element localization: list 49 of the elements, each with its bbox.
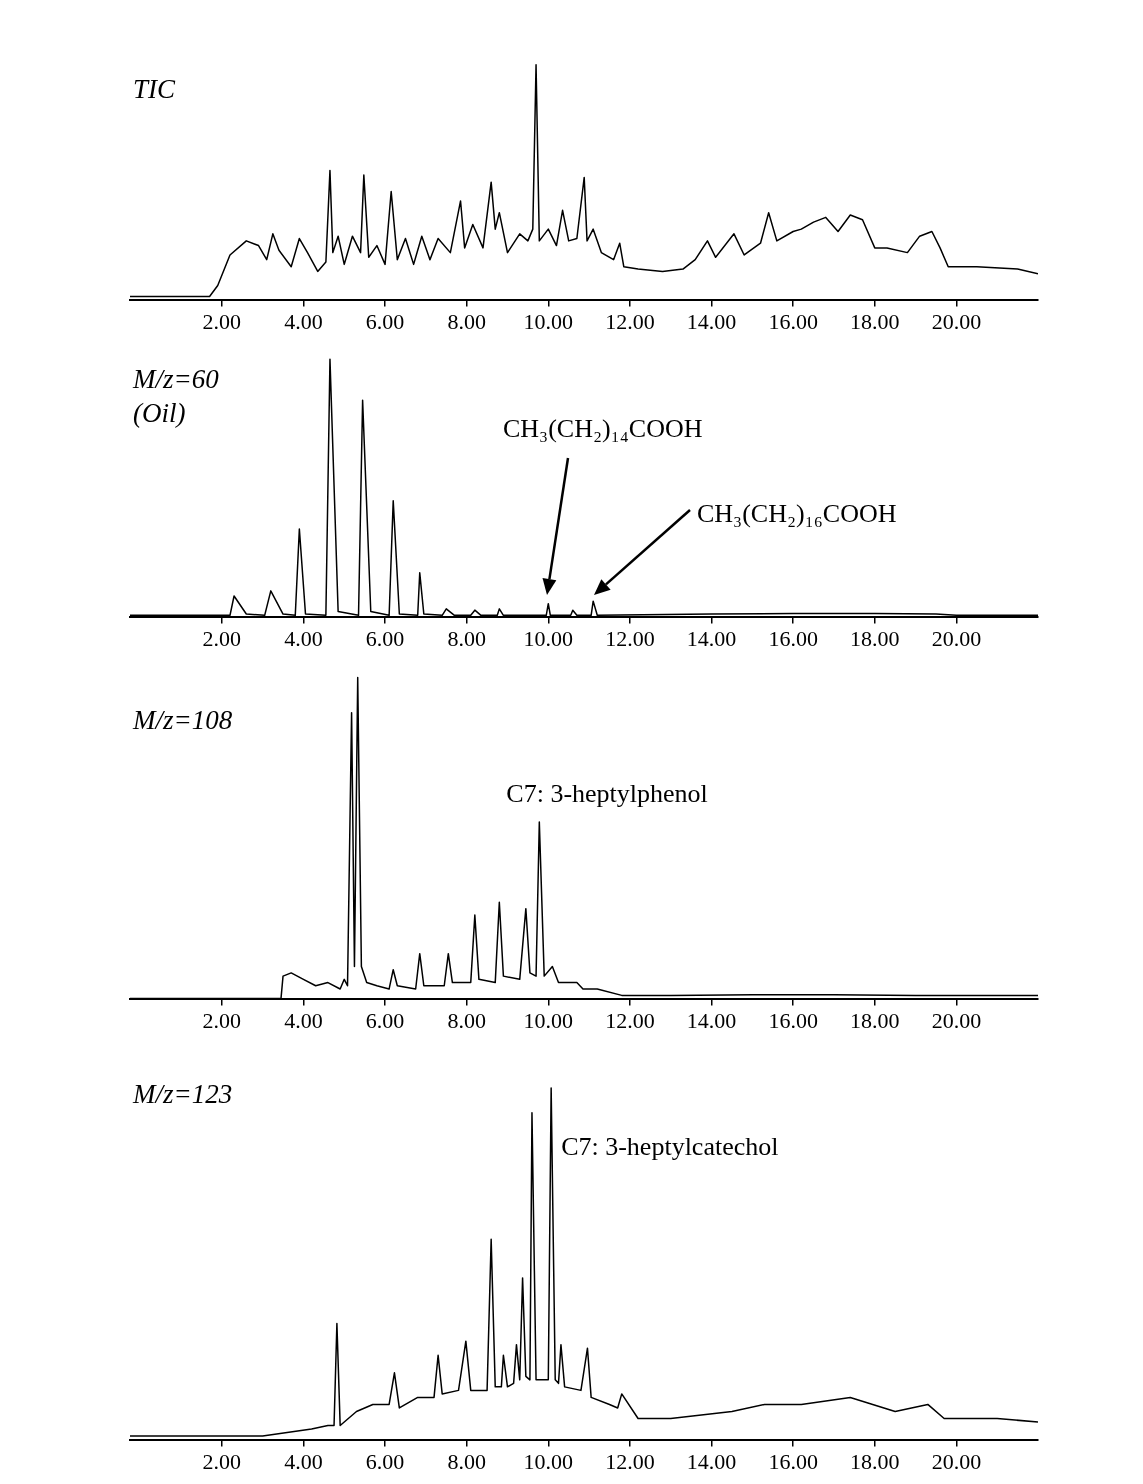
x-tick-label: 6.00 (365, 625, 405, 651)
x-tick-label: 16.00 (768, 308, 818, 334)
x-tick-label: 10.00 (523, 308, 574, 334)
annotation: CH₃(CH₂)₁₆COOH (697, 499, 897, 528)
x-tick-label: 16.00 (768, 1448, 818, 1474)
x-tick-label: 8.00 (447, 625, 486, 651)
x-tick-label: 4.00 (284, 625, 323, 651)
x-tick-label: 20.00 (931, 1448, 982, 1474)
x-tick-label: 16.00 (768, 1007, 818, 1033)
annotation: C7: 3-heptylphenol (506, 778, 708, 808)
x-tick-label: 18.00 (850, 625, 900, 651)
x-tick-label: 6.00 (365, 308, 405, 334)
x-tick-label: 18.00 (850, 308, 900, 334)
x-tick-label: 10.00 (523, 625, 574, 651)
x-tick-label: 2.00 (202, 1448, 242, 1474)
x-tick-label: 12.00 (605, 1007, 655, 1033)
text: (Oil) (133, 398, 186, 428)
x-tick-label: 16.00 (768, 625, 818, 651)
x-tick-label: 20.00 (931, 1007, 982, 1033)
x-tick-label: 2.00 (202, 1007, 242, 1033)
annotation: C7: 3-heptylcatechol (561, 1132, 779, 1162)
chart-title: TIC (133, 74, 177, 104)
x-tick-label: 8.00 (447, 1448, 486, 1474)
annotation: CH₃(CH₂)₁₄COOH (503, 414, 703, 443)
x-tick-label: 6.00 (365, 1007, 405, 1033)
x-tick-label: 8.00 (447, 308, 486, 334)
chart-title: M/z=60 (132, 364, 220, 394)
x-tick-label: 10.00 (523, 1448, 574, 1474)
x-tick-label: 12.00 (605, 625, 655, 651)
x-tick-label: 12.00 (605, 1448, 655, 1474)
x-tick-label: 4.00 (284, 308, 323, 334)
x-tick-label: 14.00 (686, 625, 737, 651)
x-tick-label: 8.00 (447, 1007, 486, 1033)
x-tick-label: 2.00 (202, 308, 242, 334)
x-tick-label: 12.00 (605, 308, 655, 334)
x-tick-label: 4.00 (284, 1448, 323, 1474)
x-tick-label: 18.00 (850, 1007, 900, 1033)
x-tick-label: 2.00 (202, 625, 242, 651)
x-tick-label: 14.00 (686, 1007, 737, 1033)
chart-title: M/z=123 (132, 1079, 233, 1109)
x-tick-label: 10.00 (523, 1007, 574, 1033)
x-tick-label: 14.00 (686, 308, 737, 334)
x-tick-label: 6.00 (365, 1448, 405, 1474)
x-tick-label: 4.00 (284, 1007, 323, 1033)
x-tick-label: 20.00 (931, 625, 982, 651)
x-tick-label: 20.00 (931, 308, 982, 334)
x-tick-label: 14.00 (686, 1448, 737, 1474)
text: M/z=108 (132, 705, 233, 735)
x-tick-label: 18.00 (850, 1448, 900, 1474)
